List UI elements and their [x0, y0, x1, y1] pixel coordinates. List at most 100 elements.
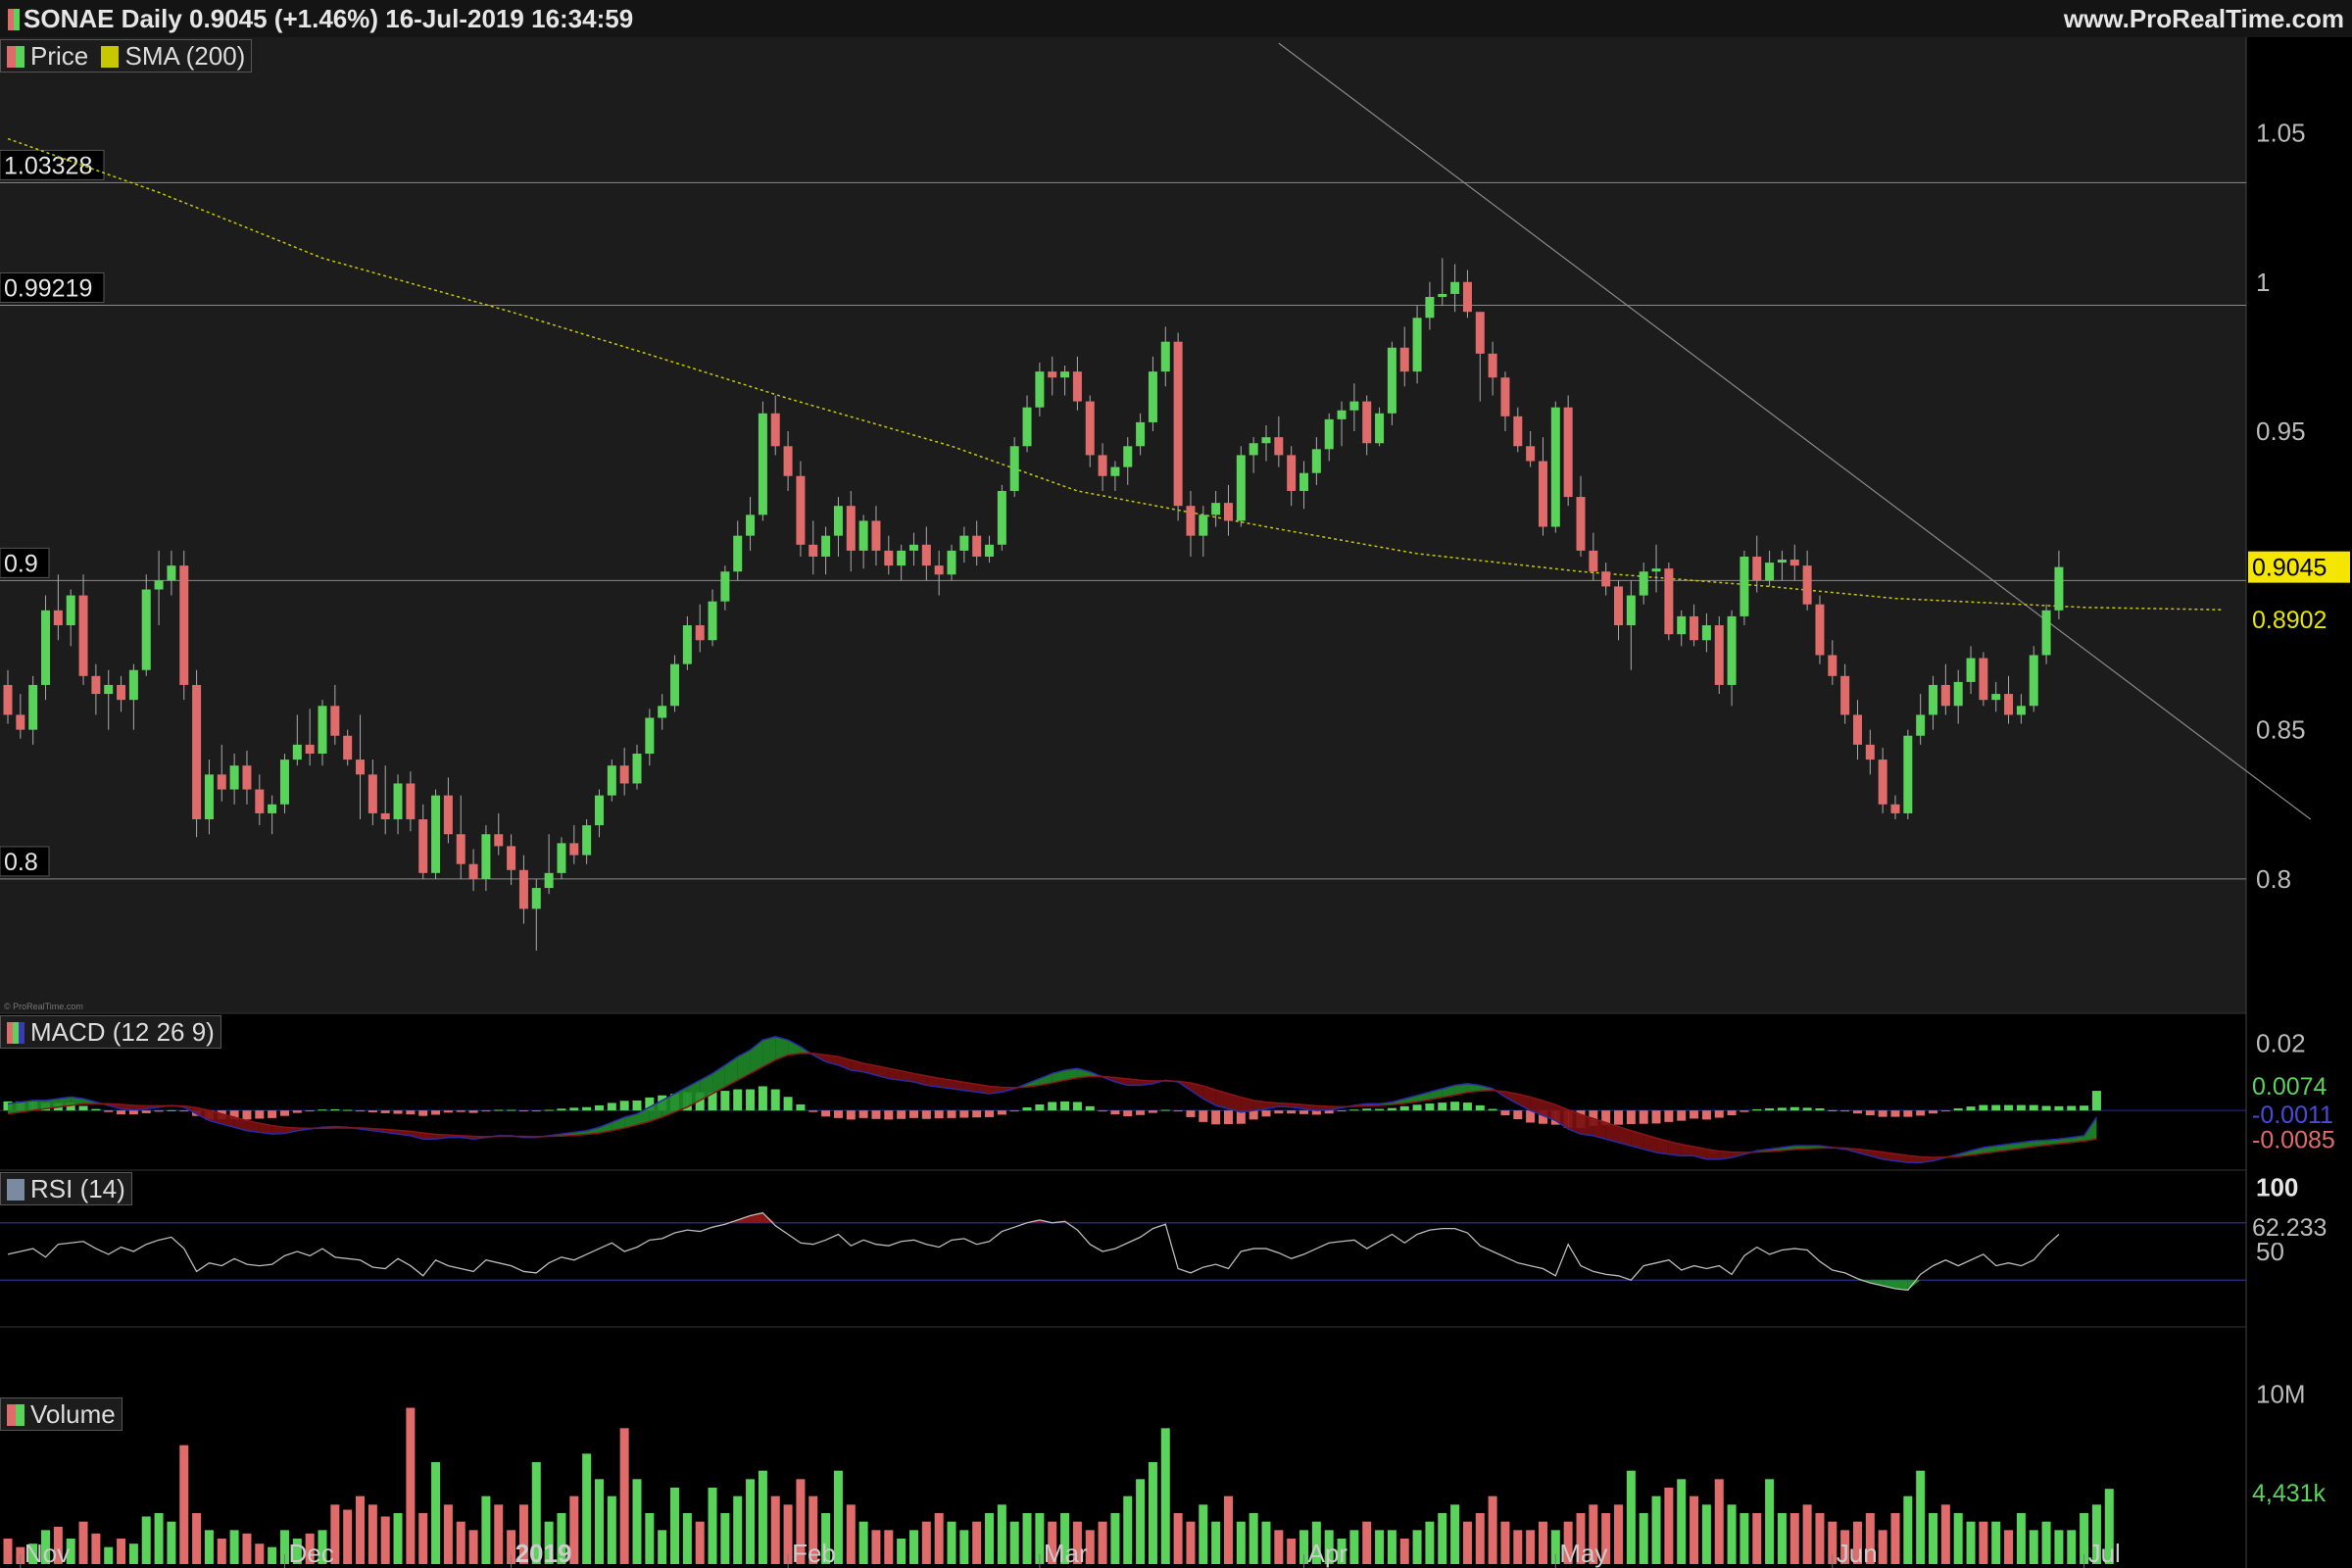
macd-histogram-bar — [292, 1110, 302, 1113]
legend-rsi[interactable]: RSI (14) — [0, 1172, 132, 1205]
macd-fill-segment — [1266, 1102, 1279, 1109]
candle-body — [1903, 735, 1913, 813]
legend-volume[interactable]: Volume — [0, 1397, 122, 1431]
candle-body — [1690, 615, 1699, 641]
macd-fill-segment — [939, 1078, 952, 1089]
volume-bar — [2104, 1489, 2114, 1564]
candle-body — [1789, 560, 1799, 566]
candle-body — [1450, 281, 1460, 294]
volume-bar — [494, 1504, 504, 1564]
volume-bar — [557, 1513, 566, 1564]
volume-bar — [1299, 1530, 1309, 1564]
macd-histogram-bar — [1475, 1104, 1485, 1111]
volume-bar — [1085, 1530, 1095, 1564]
volume-bar — [1727, 1504, 1737, 1564]
macd-histogram-bar — [1462, 1102, 1472, 1111]
macd-histogram-bar — [1022, 1107, 1032, 1111]
rsi-indicator — [0, 1211, 2246, 1292]
macd-fill-segment — [586, 1127, 600, 1135]
x-axis-label: Apr — [1308, 1539, 1348, 1568]
price-tick-label: 0.95 — [2256, 416, 2306, 446]
macd-histogram-bar — [393, 1110, 403, 1114]
candle-body — [28, 684, 38, 730]
candle-body — [2004, 694, 2014, 715]
volume-bar — [871, 1530, 881, 1564]
macd-fill-segment — [1039, 1073, 1053, 1086]
volume-bar — [53, 1526, 63, 1564]
macd-histogram-bar — [330, 1108, 340, 1111]
chart-header: SONAE Daily 0.9045 (+1.46%) 16-Jul-2019 … — [0, 0, 2352, 38]
volume-bar — [1311, 1521, 1321, 1564]
macd-histogram-bar — [242, 1110, 252, 1120]
volume-bar — [393, 1513, 403, 1564]
macd-histogram-value: 0.0074 — [2252, 1073, 2328, 1101]
candle-body — [1589, 550, 1598, 572]
macd-histogram-bar — [1299, 1110, 1309, 1114]
macd-histogram-bar — [1261, 1110, 1271, 1117]
macd-histogram-bar — [154, 1110, 164, 1112]
macd-fill-segment — [1631, 1130, 1644, 1150]
legend-macd[interactable]: MACD (12 26 9) — [0, 1015, 221, 1049]
legend-sma-label: SMA (200) — [124, 41, 246, 71]
candle-body — [1375, 413, 1385, 444]
price-tick-label: 1 — [2256, 268, 2270, 297]
volume-bar — [1614, 1504, 1624, 1564]
macd-indicator — [0, 1035, 2246, 1164]
legend-price[interactable]: Price SMA (200) — [0, 39, 253, 73]
volume-bar — [128, 1544, 138, 1564]
sma-value-tag: 0.8902 — [2252, 607, 2327, 634]
volume-bar — [783, 1504, 793, 1564]
volume-bar — [1387, 1530, 1396, 1564]
macd-histogram-bar — [1890, 1110, 1900, 1117]
macd-histogram-bar — [1148, 1110, 1157, 1113]
trendline[interactable] — [1278, 42, 2312, 820]
macd-fill-segment — [952, 1080, 964, 1091]
candle-body — [1160, 341, 1170, 372]
macd-histogram-bar — [884, 1110, 894, 1120]
macd-fill-segment — [1870, 1150, 1884, 1159]
macd-histogram-value-box — [2248, 1069, 2350, 1102]
volume-bar — [255, 1544, 265, 1564]
macd-histogram-bar — [468, 1110, 478, 1113]
candle-body — [947, 550, 956, 575]
macd-histogram-bar — [1777, 1107, 1787, 1111]
x-axis-label: May — [1559, 1539, 1607, 1568]
candle-body — [2054, 566, 2064, 611]
candle-body — [242, 765, 252, 790]
candle-body — [770, 413, 780, 447]
macd-histogram-bar — [255, 1110, 265, 1119]
volume-bar — [770, 1495, 780, 1564]
chart-area[interactable]: 1.03328 0.99219 0.9 0.8 1.05 1 0.95 0.85 0.8 0.9… — [0, 37, 2352, 1568]
rsi-overbought-fill — [724, 1219, 738, 1223]
candle-body — [582, 825, 592, 856]
macd-histogram-bar — [2054, 1105, 2064, 1111]
macd-fill-segment — [1241, 1097, 1254, 1112]
candle-body — [997, 490, 1006, 545]
macd-fill-segment — [1253, 1100, 1266, 1111]
volume-bar — [1777, 1513, 1787, 1564]
macd-fill-segment — [196, 1107, 210, 1121]
macd-fill-segment — [1592, 1118, 1606, 1140]
macd-histogram-bar — [1601, 1110, 1611, 1126]
candle-body — [3, 684, 13, 715]
macd-histogram-bar — [481, 1110, 491, 1112]
macd-fill-segment — [271, 1125, 285, 1135]
volume-bar — [443, 1504, 453, 1564]
volume-bar — [720, 1513, 730, 1564]
volume-bar — [1789, 1513, 1799, 1564]
macd-histogram-bar — [2067, 1105, 2077, 1111]
volume-bar — [1852, 1521, 1862, 1564]
macd-histogram-bar — [1123, 1110, 1133, 1117]
volume-bar — [481, 1495, 491, 1564]
price-swatch-icon — [7, 46, 24, 68]
macd-histogram-bar — [1815, 1107, 1825, 1111]
candle-body — [481, 834, 491, 879]
brand-link[interactable]: www.ProRealTime.com — [2063, 4, 2344, 33]
macd-histogram-bar — [1727, 1110, 1737, 1116]
macd-histogram-bar — [1211, 1110, 1221, 1125]
x-axis-labels: Nov Dec 2019 Feb Mar Apr May Jun Jul — [20, 1539, 2121, 1568]
macd-fill-segment — [662, 1094, 675, 1117]
macd-fill-segment — [838, 1056, 852, 1070]
volume-bar — [2029, 1530, 2038, 1564]
candle-body — [1929, 684, 1938, 715]
